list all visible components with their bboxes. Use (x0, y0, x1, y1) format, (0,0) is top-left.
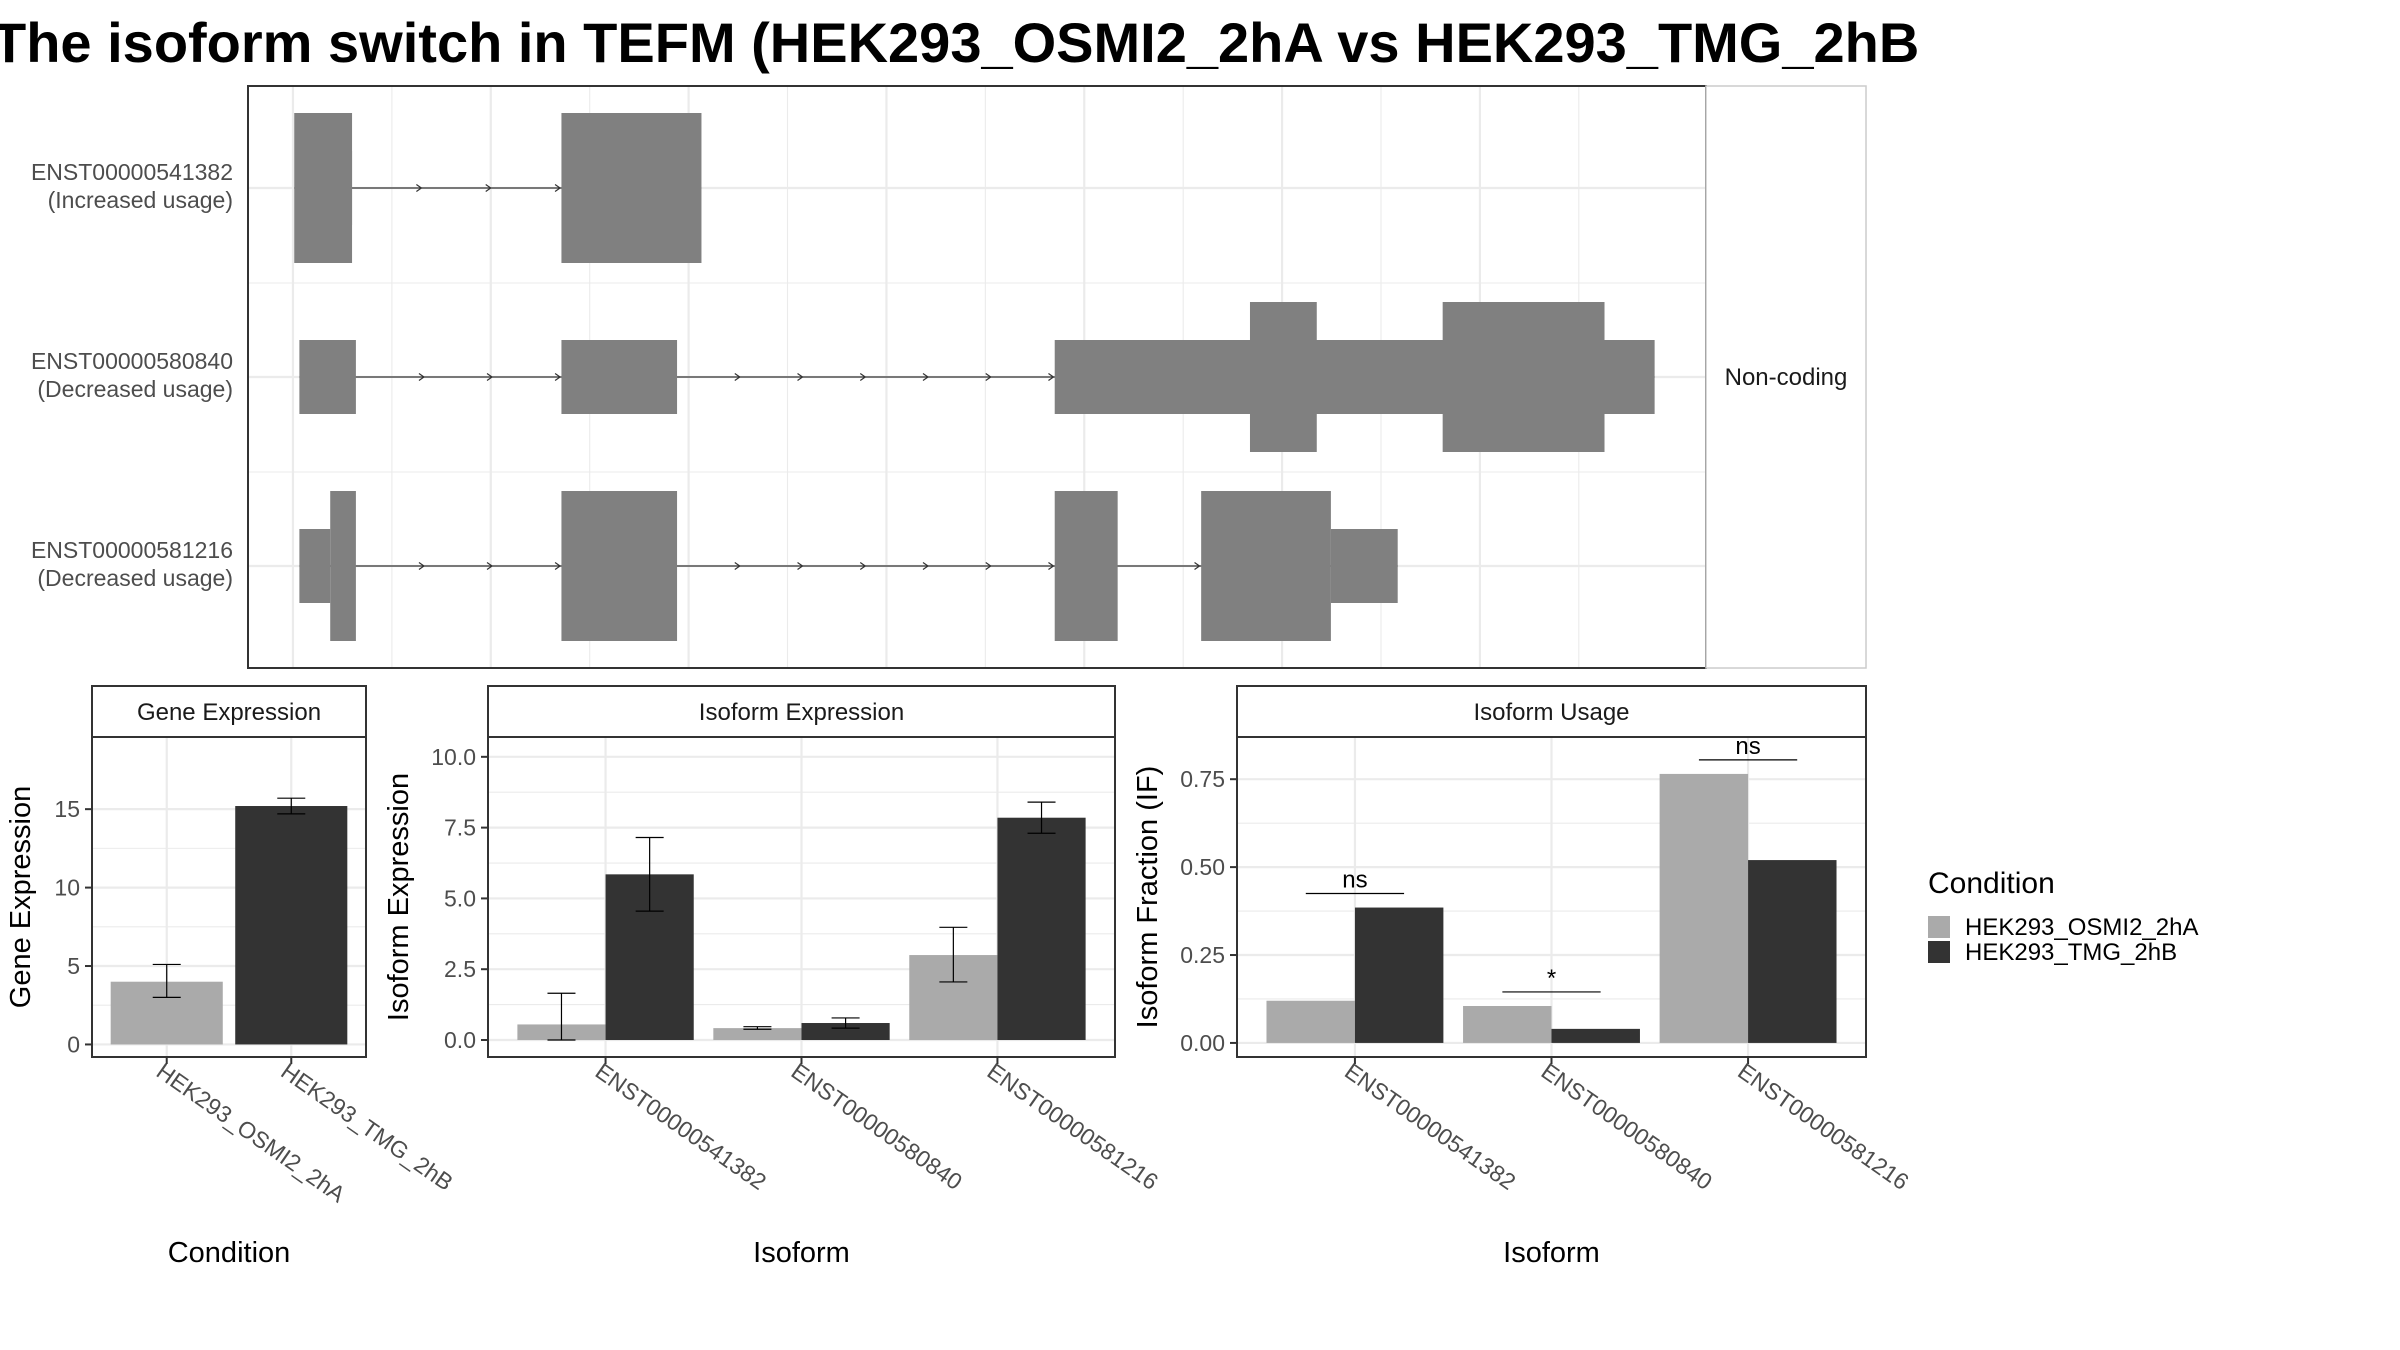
transcript-usage-label: (Decreased usage) (37, 376, 233, 402)
transcript-structure-panel: ENST00000541382(Increased usage)ENST0000… (31, 85, 1867, 669)
bar (235, 806, 348, 1045)
intron-arrow (554, 562, 562, 570)
bar (1659, 773, 1749, 1043)
bar (801, 1023, 890, 1041)
bar (1463, 1006, 1552, 1043)
bar (1551, 1028, 1640, 1043)
x-tick-label: ENST00000541382 (591, 1058, 771, 1195)
transcript-usage-label: (Decreased usage) (37, 565, 233, 591)
panel-title: Isoform Usage (1473, 699, 1629, 726)
transcript-row: ENST00000541382(Increased usage) (31, 113, 702, 263)
bar (1266, 1000, 1355, 1043)
coding-exon (330, 491, 356, 641)
x-tick-label: ENST00000541382 (1340, 1058, 1520, 1195)
transcript-row: ENST00000580840(Decreased usage) (31, 302, 1655, 452)
y-axis-title: Isoform Fraction (IF) (1132, 766, 1164, 1029)
intron-arrow (859, 373, 867, 381)
bar (1748, 860, 1837, 1043)
x-tick-label: ENST00000581216 (1733, 1058, 1913, 1195)
intron-arrow (797, 373, 804, 381)
intron-arrow (797, 562, 804, 570)
bar (1354, 907, 1444, 1043)
legend-label: HEK293_TMG_2hB (1965, 939, 2177, 966)
coding-exon (561, 491, 678, 641)
intron-arrow (922, 562, 930, 570)
coding-exon (561, 113, 702, 263)
y-tick-label: 0.0 (444, 1027, 476, 1053)
legend-swatch (1928, 941, 1950, 963)
transcript-id-label: ENST00000541382 (31, 159, 233, 185)
intron-arrow (734, 562, 741, 570)
isoform-expression-chart: Isoform Expression 0.0 2.5 5.0 7.5 10.0 ENST00… (383, 685, 1163, 1269)
intron-arrow (734, 373, 741, 381)
y-tick-label: 15 (54, 796, 80, 822)
y-tick-label: 5 (67, 953, 80, 979)
transcript-id-label: ENST00000581216 (31, 537, 233, 563)
facet-strip (91, 685, 367, 738)
y-tick-label: 2.5 (444, 956, 476, 982)
legend-swatch (1928, 916, 1950, 938)
intron-arrow (985, 562, 992, 570)
utr-exon (299, 340, 356, 414)
coding-exon (1442, 302, 1605, 452)
y-tick-label: 7.5 (444, 815, 476, 841)
utr-exon (561, 340, 678, 414)
coding-exon (294, 113, 353, 263)
utr-exon (1330, 529, 1398, 603)
x-axis-title: Isoform (1503, 1237, 1600, 1269)
panel-title: Gene Expression (137, 699, 321, 726)
intron-arrow (554, 184, 562, 192)
page-title: The isoform switch in TEFM (HEK293_OSMI2… (0, 11, 1920, 74)
facet-strip-label: Non-coding (1725, 364, 1848, 391)
x-tick-label: ENST00000580840 (1537, 1058, 1717, 1195)
intron-arrow (418, 373, 426, 381)
intron-arrow (1048, 373, 1055, 381)
legend-label: HEK293_OSMI2_2hA (1965, 914, 2198, 941)
bar (997, 817, 1086, 1041)
intron-arrow (1048, 562, 1055, 570)
bar (713, 1028, 802, 1041)
coding-exon (1054, 491, 1118, 641)
y-tick-label: 10 (54, 875, 80, 901)
intron-arrow (554, 373, 562, 381)
x-axis-title: Condition (168, 1237, 291, 1269)
significance-label: ns (1342, 866, 1367, 893)
coding-exon (1201, 491, 1331, 641)
panel-title: Isoform Expression (699, 699, 904, 726)
x-tick-label: ENST00000580840 (787, 1058, 967, 1195)
y-tick-label: 0.50 (1180, 854, 1225, 880)
facet-strip (1236, 685, 1867, 738)
intron-arrow (486, 373, 494, 381)
x-axis-title: Isoform (753, 1237, 850, 1269)
y-tick-label: 0 (67, 1031, 80, 1057)
y-tick-label: 0.75 (1180, 766, 1225, 792)
intron-arrow (485, 184, 492, 192)
y-tick-label: 10.0 (431, 744, 476, 770)
transcript-usage-label: (Increased usage) (48, 187, 233, 213)
facet-strip (1705, 85, 1867, 669)
coding-exon (1249, 302, 1317, 452)
intron-arrow (1194, 562, 1201, 570)
y-tick-label: 5.0 (444, 885, 476, 911)
legend-title: Condition (1928, 867, 2055, 900)
intron-arrow (418, 562, 426, 570)
utr-exon (299, 529, 331, 603)
y-axis-title: Gene Expression (5, 786, 37, 1008)
y-axis-title: Isoform Expression (383, 773, 415, 1021)
intron-arrow (416, 184, 423, 192)
y-tick-label: 0.25 (1180, 942, 1225, 968)
intron-arrow (486, 562, 494, 570)
x-tick-label: ENST00000581216 (983, 1058, 1163, 1195)
intron-arrow (922, 373, 930, 381)
intron-arrow (985, 373, 992, 381)
y-tick-label: 0.00 (1180, 1030, 1225, 1056)
transcript-row: ENST00000581216(Decreased usage) (31, 491, 1398, 641)
transcript-id-label: ENST00000580840 (31, 348, 233, 374)
intron-arrow (859, 562, 867, 570)
facet-strip (487, 685, 1116, 738)
significance-label: * (1547, 965, 1556, 992)
